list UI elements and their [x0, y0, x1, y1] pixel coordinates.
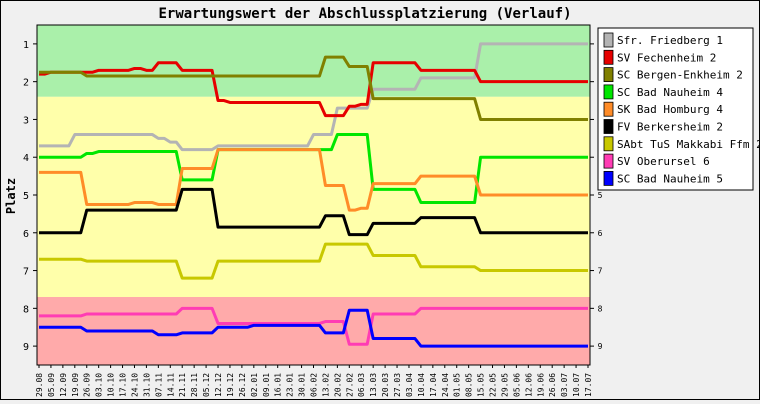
legend-swatch [603, 67, 614, 82]
axes: 11223344556677889929.0805.0912.0919.0926… [23, 24, 603, 397]
chart-title: Erwartungswert der Abschlussplatzierung … [158, 6, 571, 22]
y-tick-label-right: 8 [598, 304, 603, 313]
x-tick-label: 30.01 [298, 373, 307, 397]
legend-entry: SC Bergen-Enkheim 2 [617, 69, 743, 82]
legend-entry: SV Oberursel 6 [617, 155, 710, 168]
x-tick-label: 20.02 [333, 373, 342, 397]
x-tick-label: 24.10 [130, 373, 139, 397]
series-line-8 [39, 306, 588, 346]
series-line-7 [39, 242, 588, 280]
y-tick-label: 5 [23, 191, 29, 202]
series-line-9 [39, 308, 588, 348]
x-tick-label: 05.12 [202, 373, 211, 397]
y-tick-label-right: 9 [598, 342, 603, 351]
series-line-6 [39, 187, 588, 237]
x-tick-label: 27.03 [393, 373, 402, 397]
legend: Sfr. Friedberg 1 SV Fechenheim 2 SC Bergen… [597, 27, 760, 191]
y-tick-label: 3 [23, 115, 29, 126]
x-tick-label: 24.04 [441, 373, 450, 397]
x-tick-label: 17.10 [119, 373, 128, 397]
x-tick-label: 10.10 [107, 373, 116, 397]
legend-swatch [603, 136, 614, 152]
series-line-2 [39, 61, 588, 118]
y-tick-label: 4 [23, 153, 29, 164]
x-tick-label: 26.09 [83, 373, 92, 397]
y-tick-label: 1 [23, 40, 29, 51]
x-tick-label: 10.07 [572, 373, 581, 397]
legend-box [597, 27, 754, 191]
x-tick-label: 01.05 [453, 373, 462, 397]
series-line-1 [39, 42, 588, 152]
y-tick-label: 8 [23, 304, 29, 315]
y-tick-label-right: 6 [598, 229, 603, 238]
y-tick-label: 2 [23, 78, 29, 89]
y-tick-label: 7 [23, 267, 29, 278]
x-tick-label: 16.01 [274, 373, 283, 397]
legend-entry: SC Bad Nauheim 5 [617, 172, 723, 185]
y-tick-label-right: 5 [598, 191, 603, 200]
x-tick-label: 10.04 [417, 373, 426, 397]
y-tick-label: 9 [23, 342, 29, 353]
x-tick-label: 27.02 [345, 373, 354, 397]
x-tick-label: 31.10 [142, 373, 151, 397]
legend-entry: Sfr. Friedberg 1 [617, 34, 723, 47]
x-tick-label: 20.03 [381, 373, 390, 397]
x-tick-label: 12.12 [214, 373, 223, 397]
legend-entry: SAbt TuS Makkabi Ffm 2 [617, 138, 760, 151]
legend-swatch [603, 119, 614, 134]
legend-entry: SC Bad Nauheim 4 [617, 86, 723, 99]
legend-swatch [603, 153, 614, 169]
x-tick-label: 12.06 [524, 373, 533, 397]
x-tick-label: 03.10 [95, 373, 104, 397]
legend-entry: SK Bad Homburg 4 [617, 103, 723, 116]
x-tick-label: 19.09 [71, 373, 80, 397]
series-line-3 [39, 55, 588, 121]
x-tick-label: 02.01 [250, 373, 259, 397]
x-tick-label: 26.06 [548, 373, 557, 397]
x-tick-label: 13.03 [369, 373, 378, 397]
legend-swatch [603, 32, 614, 48]
x-tick-label: 29.08 [35, 373, 44, 397]
x-tick-label: 19.06 [536, 373, 545, 397]
x-tick-label: 03.07 [560, 373, 569, 397]
x-tick-label: 05.06 [512, 373, 521, 397]
series-line-5 [39, 148, 588, 212]
x-tick-label: 29.05 [500, 373, 509, 397]
y-axis-label: Platz [4, 178, 18, 214]
x-tick-label: 08.05 [465, 373, 474, 397]
x-tick-label: 22.05 [489, 373, 498, 397]
x-tick-label: 14.11 [166, 373, 175, 397]
x-tick-label: 12.09 [59, 373, 68, 397]
x-tick-label: 13.02 [321, 373, 330, 397]
series-lines [39, 42, 588, 348]
x-tick-label: 15.05 [477, 373, 486, 397]
x-tick-label: 06.03 [357, 373, 366, 397]
x-tick-label: 28.11 [190, 373, 199, 397]
x-tick-label: 21.11 [178, 373, 187, 397]
x-tick-label: 05.09 [47, 373, 56, 397]
legend-entry: SV Fechenheim 2 [617, 51, 716, 64]
y-tick-label: 6 [23, 229, 29, 240]
x-tick-label: 19.12 [226, 373, 235, 397]
x-tick-label: 17.07 [584, 373, 593, 397]
x-tick-label: 23.01 [286, 373, 295, 397]
legend-swatch [603, 101, 614, 117]
x-tick-label: 06.02 [310, 373, 319, 397]
x-tick-label: 17.04 [429, 373, 438, 397]
legend-swatch [603, 84, 614, 100]
background-zone-2 [37, 96, 590, 298]
x-tick-label: 03.04 [405, 373, 414, 397]
x-tick-label: 26.12 [238, 373, 247, 397]
legend-swatch [603, 170, 614, 186]
background-zone-1 [37, 25, 590, 97]
legend-entry: FV Berkersheim 2 [617, 121, 723, 134]
x-tick-label: 07.11 [154, 373, 163, 397]
legend-swatch [603, 49, 614, 65]
y-tick-label-right: 7 [598, 267, 603, 276]
x-tick-label: 09.01 [262, 373, 271, 397]
